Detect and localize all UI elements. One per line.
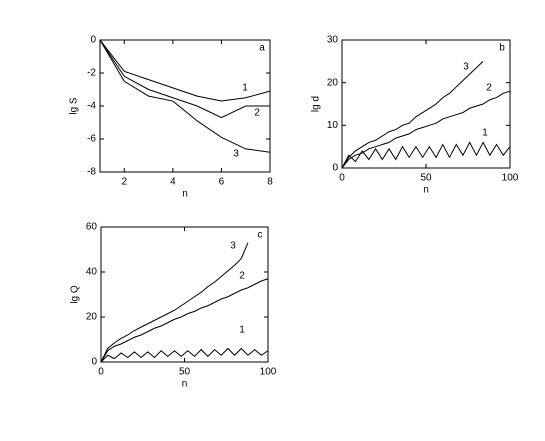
series-label: 2 xyxy=(254,108,260,119)
x-tick-label: 8 xyxy=(267,177,273,188)
x-axis-label: n xyxy=(423,185,429,196)
x-tick-label: 50 xyxy=(179,367,191,378)
y-tick-label: -2 xyxy=(87,68,96,79)
series-line xyxy=(100,242,249,363)
series-label: 1 xyxy=(239,325,245,336)
x-tick-label: 4 xyxy=(170,177,176,188)
x-tick-label: 100 xyxy=(260,367,277,378)
series-line xyxy=(99,39,270,119)
panel-label: c xyxy=(258,230,263,241)
x-tick-label: 2 xyxy=(122,177,128,188)
y-tick-label: 0 xyxy=(91,357,97,368)
plot-frame xyxy=(341,39,511,169)
y-tick-label: 20 xyxy=(327,77,339,88)
series-line xyxy=(99,39,271,153)
series-label: 2 xyxy=(239,271,245,282)
y-tick-label: 60 xyxy=(86,222,98,233)
x-tick-label: 0 xyxy=(339,173,345,184)
y-tick-label: 0 xyxy=(90,35,96,46)
series-line xyxy=(99,39,271,102)
series-label: 1 xyxy=(482,128,488,139)
series-label: 2 xyxy=(486,83,492,94)
series-line xyxy=(100,347,269,363)
series-label: 3 xyxy=(463,62,469,73)
y-tick-label: -8 xyxy=(87,167,96,178)
y-axis-label: lg d xyxy=(311,96,322,112)
series-label: 3 xyxy=(230,241,236,252)
y-tick-label: 20 xyxy=(86,312,98,323)
x-tick-label: 50 xyxy=(420,173,432,184)
series-line xyxy=(341,90,511,169)
y-tick-label: 0 xyxy=(332,163,338,174)
y-axis-label: lg Q xyxy=(70,285,81,304)
y-axis-label: lg S xyxy=(69,97,80,115)
x-axis-label: n xyxy=(182,379,188,390)
series-line xyxy=(341,141,511,169)
plot-frame xyxy=(99,39,271,173)
y-tick-label: -4 xyxy=(87,101,96,112)
y-tick-label: 40 xyxy=(86,267,98,278)
x-tick-label: 100 xyxy=(502,173,519,184)
panel-label: a xyxy=(259,43,265,54)
y-tick-label: 30 xyxy=(327,35,339,46)
panel-label: b xyxy=(499,43,505,54)
x-tick-label: 6 xyxy=(219,177,225,188)
x-tick-label: 0 xyxy=(98,367,104,378)
y-tick-label: -6 xyxy=(87,134,96,145)
x-axis-label: n xyxy=(182,189,188,200)
series-label: 3 xyxy=(233,149,239,160)
series-line xyxy=(341,60,484,169)
series-line xyxy=(100,278,269,363)
y-tick-label: 10 xyxy=(327,120,339,131)
series-label: 1 xyxy=(242,83,248,94)
